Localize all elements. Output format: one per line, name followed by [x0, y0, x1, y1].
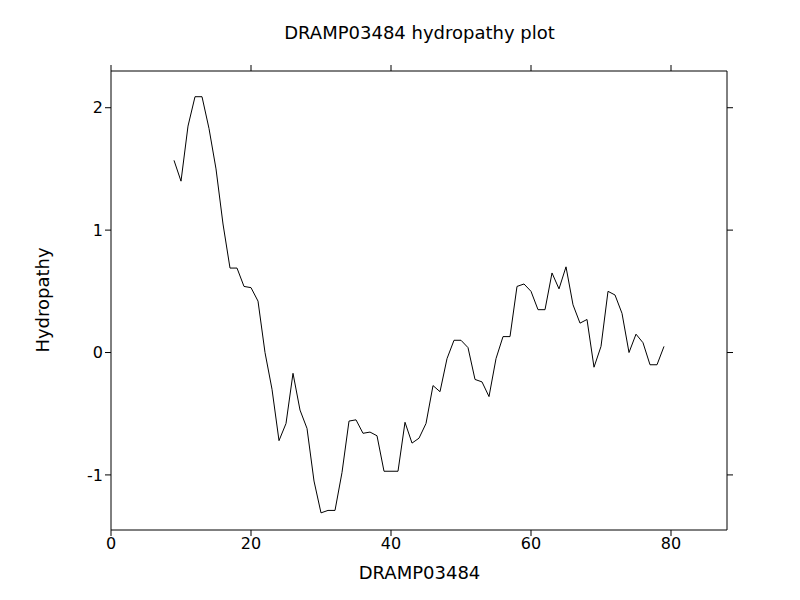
- svg-text:20: 20: [241, 534, 261, 553]
- svg-text:1: 1: [93, 221, 103, 240]
- svg-text:2: 2: [93, 98, 103, 117]
- svg-text:0: 0: [106, 534, 116, 553]
- svg-text:-1: -1: [87, 466, 103, 485]
- html-text:Hydropathy: Hydropathy: [31, 247, 53, 353]
- svg-text:60: 60: [521, 534, 541, 553]
- svg-text:80: 80: [661, 534, 681, 553]
- html-text:DRAMP03484: DRAMP03484: [358, 562, 481, 583]
- svg-text:0: 0: [93, 343, 103, 362]
- svg-text:40: 40: [381, 534, 401, 553]
- html-text:DRAMP03484 hydropathy plot: DRAMP03484 hydropathy plot: [284, 22, 555, 43]
